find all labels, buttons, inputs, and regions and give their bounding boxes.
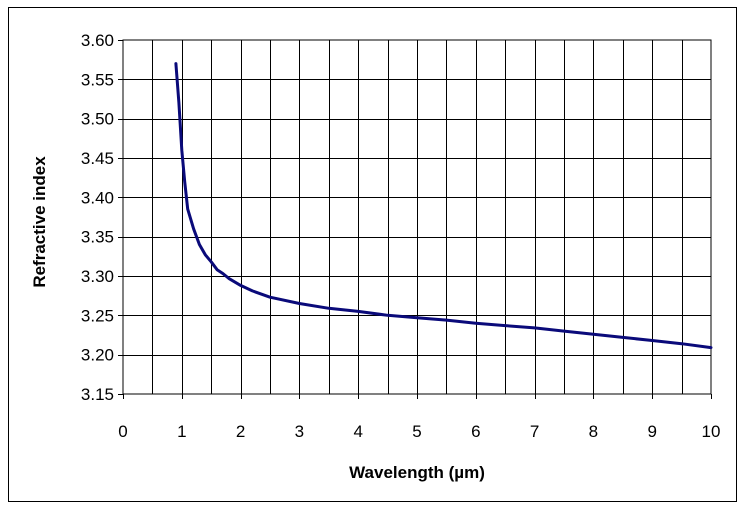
x-tick-label: 2 bbox=[236, 422, 245, 441]
x-tick-label: 1 bbox=[177, 422, 186, 441]
x-tick-label: 6 bbox=[471, 422, 480, 441]
x-tick-label: 9 bbox=[647, 422, 656, 441]
x-tick-label: 7 bbox=[530, 422, 539, 441]
x-tick-label: 4 bbox=[353, 422, 362, 441]
y-tick-label: 3.55 bbox=[81, 70, 114, 89]
y-tick-label: 3.20 bbox=[81, 346, 114, 365]
y-tick-label: 3.30 bbox=[81, 267, 114, 286]
x-tick-labels: 0 1 2 3 4 5 6 7 8 9 10 bbox=[118, 394, 720, 441]
y-axis-title: Refractive index bbox=[30, 156, 49, 288]
x-axis-title: Wavelength (µm) bbox=[349, 463, 485, 482]
x-tick-label: 8 bbox=[589, 422, 598, 441]
y-tick-label: 3.50 bbox=[81, 110, 114, 129]
x-tick-label: 5 bbox=[412, 422, 421, 441]
y-tick-label: 3.15 bbox=[81, 385, 114, 404]
y-tick-label: 3.35 bbox=[81, 228, 114, 247]
y-tick-label: 3.60 bbox=[81, 31, 114, 50]
x-tick-label: 0 bbox=[118, 422, 127, 441]
series-line-refractive-index bbox=[174, 62, 713, 350]
x-tick-label: 3 bbox=[295, 422, 304, 441]
x-tick-label: 10 bbox=[702, 422, 721, 441]
y-tick-labels: 3.15 3.20 3.25 3.30 3.35 3.40 3.45 3.50 3.55 3.60 bbox=[81, 31, 123, 404]
y-tick-label: 3.40 bbox=[81, 188, 114, 207]
y-tick-label: 3.25 bbox=[81, 306, 114, 325]
y-tick-label: 3.45 bbox=[81, 149, 114, 168]
